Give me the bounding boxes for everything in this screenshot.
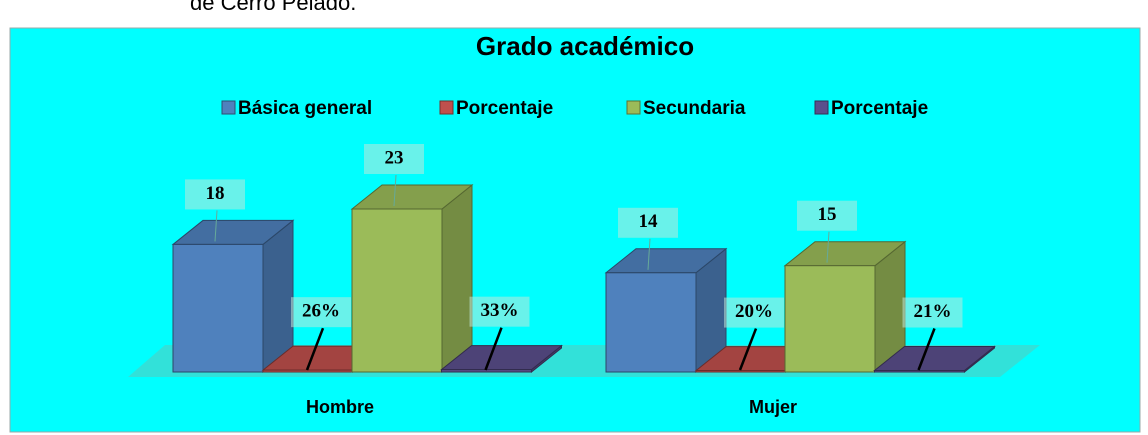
data-label-box [185, 179, 245, 210]
data-label: 26% [302, 301, 340, 322]
leader-line [305, 327, 325, 371]
chart-title: Grado académico [476, 31, 694, 61]
data-label: 20% [735, 301, 773, 322]
data-label-box [291, 297, 351, 328]
data-label-box [902, 297, 963, 328]
bar [695, 370, 787, 373]
leader-line [917, 328, 936, 371]
legend-swatch [626, 100, 641, 115]
leader-line [826, 231, 830, 263]
leader-line [647, 238, 651, 270]
caption: de Cerro Pelado. [190, 0, 356, 15]
leader-line [393, 174, 397, 207]
bar [874, 370, 965, 373]
data-label-box [618, 207, 678, 238]
data-label: 33% [481, 300, 519, 321]
leader-line [484, 327, 503, 371]
data-label: 23 [385, 147, 404, 168]
legend-label: Secundaria [643, 98, 746, 119]
legend-swatch [439, 100, 454, 115]
bar [262, 369, 354, 373]
data-label: 15 [818, 204, 837, 225]
x-tick-label: Hombre [306, 397, 374, 417]
data-label-box [724, 297, 784, 328]
legend-label: Porcentaje [831, 98, 928, 119]
legend-swatch [814, 100, 829, 115]
data-label-box [797, 200, 857, 231]
legend-swatch [221, 100, 236, 115]
bar [784, 265, 876, 373]
bar [605, 272, 697, 373]
bar [172, 243, 264, 373]
x-tick-label: Mujer [749, 397, 797, 417]
bar [351, 208, 443, 373]
leader-line [214, 210, 218, 242]
data-label-box [469, 296, 530, 327]
data-label-box [364, 144, 424, 174]
legend-label: Porcentaje [456, 98, 553, 119]
data-label: 18 [206, 183, 225, 204]
data-label: 14 [639, 211, 659, 232]
bar-side [441, 183, 473, 374]
leader-line [738, 328, 758, 371]
data-label: 21% [914, 301, 952, 322]
legend-label: Básica general [238, 98, 372, 119]
